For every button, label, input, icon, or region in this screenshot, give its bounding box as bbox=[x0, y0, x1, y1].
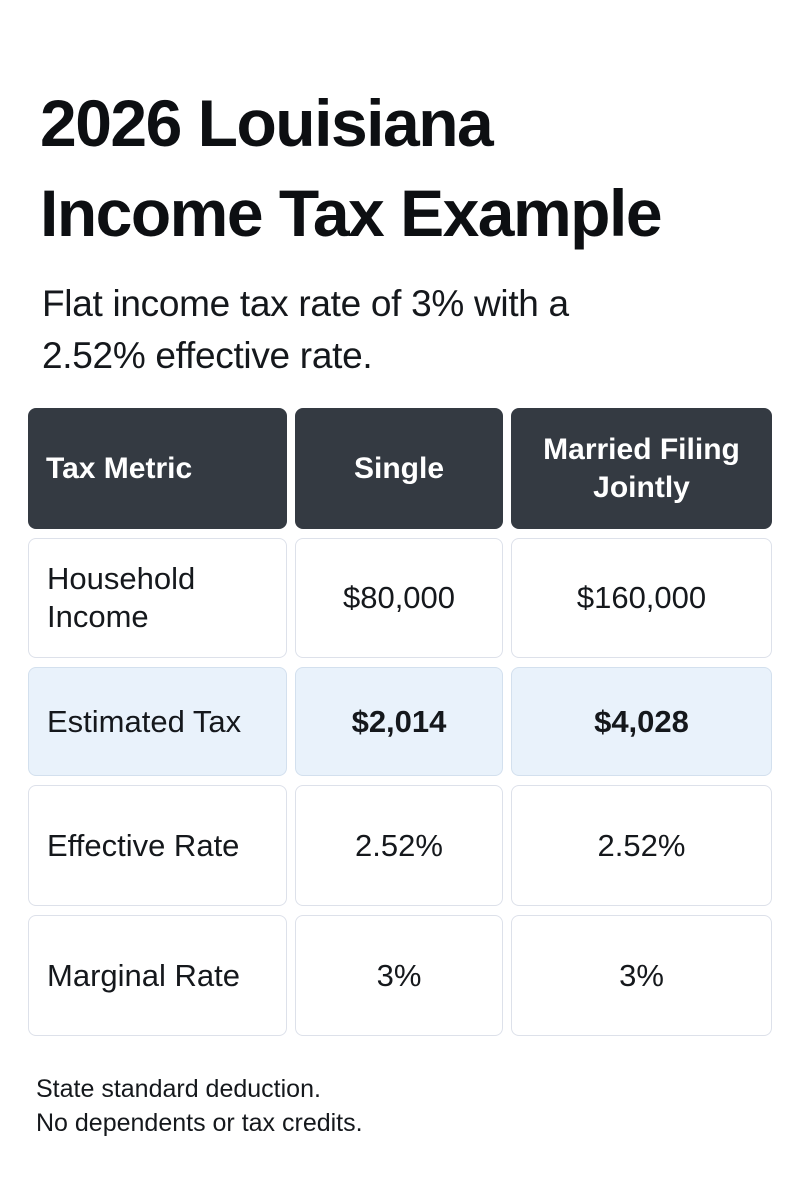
header-tax-metric: Tax Metric bbox=[28, 408, 287, 529]
header-single: Single bbox=[295, 408, 503, 529]
title-line-2: Income Tax Example bbox=[40, 176, 663, 250]
single-value: 3% bbox=[295, 915, 503, 1036]
single-value: $2,014 bbox=[295, 667, 503, 776]
subtitle: Flat income tax rate of 3% with a 2.52% … bbox=[42, 278, 762, 382]
table-row-marginal-rate: Marginal Rate 3% 3% bbox=[28, 915, 772, 1036]
subtitle-line-1: Flat income tax rate of 3% with a bbox=[42, 283, 569, 324]
row-label: Estimated Tax bbox=[28, 667, 287, 776]
footnote-line-2: No dependents or tax credits. bbox=[36, 1109, 363, 1137]
married-value: 2.52% bbox=[511, 785, 772, 906]
married-value: $4,028 bbox=[511, 667, 772, 776]
table-row-effective-rate: Effective Rate 2.52% 2.52% bbox=[28, 785, 772, 906]
table-row-household-income: Household Income $80,000 $160,000 bbox=[28, 538, 772, 658]
married-value: 3% bbox=[511, 915, 772, 1036]
header-married-filing-jointly: Married Filing Jointly bbox=[511, 408, 772, 529]
footnotes: State standard deduction. No dependents … bbox=[36, 1072, 756, 1140]
subtitle-line-2: 2.52% effective rate. bbox=[42, 335, 373, 376]
footnote-line-1: State standard deduction. bbox=[36, 1075, 321, 1103]
page-title: 2026 Louisiana Income Tax Example bbox=[40, 78, 780, 258]
married-value: $160,000 bbox=[511, 538, 772, 658]
table-header-row: Tax Metric Single Married Filing Jointly bbox=[28, 408, 772, 529]
row-label: Household Income bbox=[28, 538, 287, 658]
row-label: Marginal Rate bbox=[28, 915, 287, 1036]
title-line-1: 2026 Louisiana bbox=[40, 86, 494, 160]
single-value: 2.52% bbox=[295, 785, 503, 906]
single-value: $80,000 bbox=[295, 538, 503, 658]
table-row-estimated-tax: Estimated Tax $2,014 $4,028 bbox=[28, 667, 772, 776]
row-label: Effective Rate bbox=[28, 785, 287, 906]
tax-table: Tax Metric Single Married Filing Jointly… bbox=[28, 408, 772, 1045]
